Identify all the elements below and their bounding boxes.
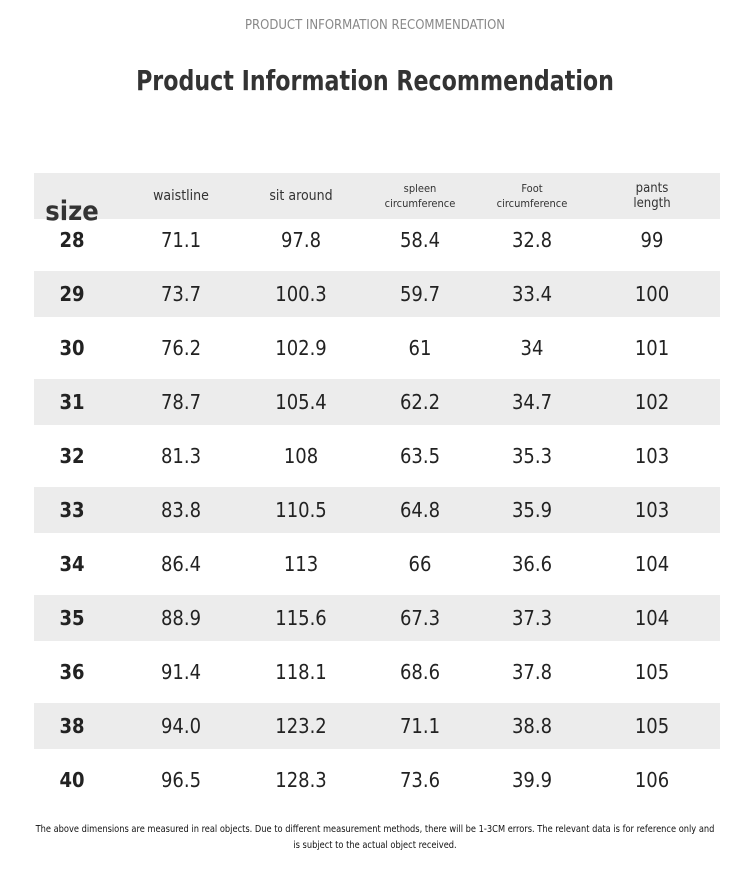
table-cell: 66 — [408, 552, 432, 576]
footnote: The above dimensions are measured in rea… — [35, 824, 715, 851]
table-cell: 86.4 — [160, 552, 202, 576]
table-cell: 105.4 — [275, 390, 327, 414]
table-cell: 106 — [634, 768, 670, 792]
column-header: spleen circumference — [384, 182, 456, 210]
table-cell: 94.0 — [160, 714, 202, 738]
column-header: waistline — [153, 187, 209, 204]
table-cell: 31 — [59, 390, 85, 414]
column-header: pants length — [633, 181, 671, 211]
table-cell: 71.1 — [399, 714, 441, 738]
table-cell: 73.7 — [160, 282, 202, 306]
table-cell: 99 — [640, 228, 664, 252]
table-cell: 100 — [634, 282, 670, 306]
row-band — [34, 379, 720, 425]
table-cell: 123.2 — [275, 714, 327, 738]
table-cell: 38 — [59, 714, 85, 738]
table-cell: 62.2 — [399, 390, 441, 414]
table-cell: 35.9 — [511, 498, 553, 522]
header-band — [34, 173, 720, 219]
table-cell: 35 — [59, 606, 85, 630]
row-band — [34, 271, 720, 317]
table-cell: 34 — [59, 552, 85, 576]
column-header: Foot circumference — [496, 182, 568, 210]
table-cell: 97.8 — [280, 228, 322, 252]
table-cell: 33.4 — [511, 282, 553, 306]
table-cell: 103 — [634, 498, 670, 522]
table-cell: 88.9 — [160, 606, 202, 630]
row-band — [34, 595, 720, 641]
table-cell: 37.8 — [511, 660, 553, 684]
table-cell: 34 — [520, 336, 544, 360]
table-cell: 103 — [634, 444, 670, 468]
table-cell: 71.1 — [160, 228, 202, 252]
table-cell: 32.8 — [511, 228, 553, 252]
table-cell: 63.5 — [399, 444, 441, 468]
table-cell: 113 — [283, 552, 319, 576]
table-cell: 104 — [634, 552, 670, 576]
table-cell: 102.9 — [275, 336, 327, 360]
table-cell: 37.3 — [511, 606, 553, 630]
table-cell: 36.6 — [511, 552, 553, 576]
table-cell: 118.1 — [275, 660, 327, 684]
table-cell: 91.4 — [160, 660, 202, 684]
table-cell: 101 — [634, 336, 670, 360]
table-cell: 81.3 — [160, 444, 202, 468]
table-cell: 102 — [634, 390, 670, 414]
table-cell: 67.3 — [399, 606, 441, 630]
table-cell: 40 — [59, 768, 85, 792]
table-cell: 34.7 — [511, 390, 553, 414]
column-header: size — [45, 196, 99, 227]
table-cell: 78.7 — [160, 390, 202, 414]
table-cell: 68.6 — [399, 660, 441, 684]
table-cell: 110.5 — [275, 498, 327, 522]
table-cell: 33 — [59, 498, 85, 522]
table-cell: 36 — [59, 660, 85, 684]
table-cell: 73.6 — [399, 768, 441, 792]
table-cell: 59.7 — [399, 282, 441, 306]
table-cell: 96.5 — [160, 768, 202, 792]
table-cell: 35.3 — [511, 444, 553, 468]
column-header: sit around — [269, 187, 333, 204]
table-cell: 128.3 — [275, 768, 327, 792]
row-band — [34, 703, 720, 749]
table-cell: 105 — [634, 660, 670, 684]
table-cell: 39.9 — [511, 768, 553, 792]
table-cell: 100.3 — [275, 282, 327, 306]
table-cell: 76.2 — [160, 336, 202, 360]
kicker: PRODUCT INFORMATION RECOMMENDATION — [244, 18, 506, 33]
table-cell: 30 — [59, 336, 85, 360]
table-cell: 61 — [408, 336, 432, 360]
table-cell: 29 — [59, 282, 85, 306]
table-cell: 58.4 — [399, 228, 441, 252]
table-cell: 115.6 — [275, 606, 327, 630]
table-cell: 64.8 — [399, 498, 441, 522]
table-cell: 105 — [634, 714, 670, 738]
table-cell: 32 — [59, 444, 85, 468]
table-cell: 38.8 — [511, 714, 553, 738]
row-band — [34, 487, 720, 533]
table-cell: 28 — [59, 228, 85, 252]
table-cell: 108 — [283, 444, 319, 468]
table-cell: 83.8 — [160, 498, 202, 522]
title: Product Information Recommendation — [136, 64, 614, 97]
table-cell: 104 — [634, 606, 670, 630]
